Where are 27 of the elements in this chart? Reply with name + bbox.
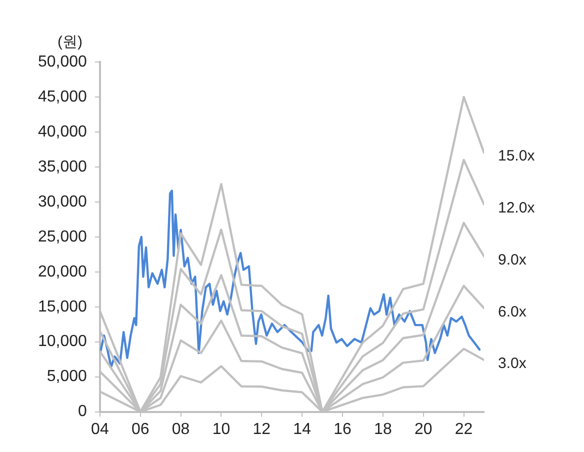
x-tick-label: 20 bbox=[414, 420, 432, 438]
y-tick-label: 20,000 bbox=[38, 263, 88, 280]
series-label: 6.0x bbox=[498, 303, 527, 320]
x-tick-label: 06 bbox=[131, 420, 150, 438]
y-tick-label: 25,000 bbox=[38, 228, 88, 246]
y-tick-label: 45,000 bbox=[38, 88, 88, 106]
x-tick-label: 08 bbox=[172, 420, 190, 438]
y-tick-label: 0 bbox=[78, 403, 88, 420]
y-tick-label: 5,000 bbox=[46, 368, 88, 386]
x-tick-label: 18 bbox=[374, 420, 392, 438]
y-tick-label: 40,000 bbox=[38, 123, 88, 140]
y-tick-label: 50,000 bbox=[38, 53, 88, 70]
series-label: 3.0x bbox=[498, 355, 527, 372]
x-tick-label: 16 bbox=[334, 420, 352, 438]
series-label: 9.0x bbox=[498, 251, 527, 268]
y-tick-label: 10,000 bbox=[38, 333, 88, 350]
y-tick-label: 30,000 bbox=[38, 193, 88, 210]
y-tick-label: 15,000 bbox=[38, 298, 88, 316]
x-tick-label: 04 bbox=[91, 420, 109, 438]
x-tick-label: 12 bbox=[252, 420, 271, 438]
series-label: 12.0x bbox=[498, 200, 536, 217]
y-tick-label: 35,000 bbox=[38, 158, 88, 176]
series-label: 15.0x bbox=[498, 148, 536, 165]
x-tick-label: 14 bbox=[293, 420, 312, 438]
x-tick-label: 22 bbox=[454, 420, 473, 438]
y-axis-title: (원) bbox=[58, 34, 82, 51]
x-tick-label: 10 bbox=[212, 420, 230, 438]
